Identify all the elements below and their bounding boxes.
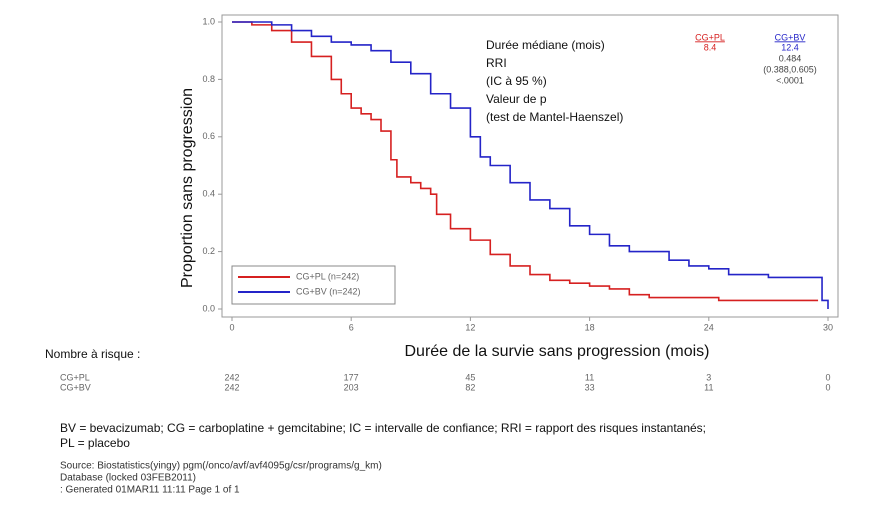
risk-label: Nombre à risque : <box>45 347 140 361</box>
source: Database (locked 03FEB2011) <box>60 473 196 484</box>
risk-value: 45 <box>465 372 475 382</box>
y-tick-label: 1.0 <box>202 16 215 26</box>
risk-value: 0 <box>825 382 830 392</box>
legend-label: CG+PL (n=242) <box>296 271 359 281</box>
legend <box>231 265 396 305</box>
y-tick-label: 0.4 <box>202 189 215 199</box>
stat-value: <.0001 <box>776 75 804 85</box>
source: : Generated 01MAR11 11:11 Page 1 of 1 <box>60 485 240 496</box>
annotation: RRI <box>486 56 507 70</box>
risk-value: 33 <box>585 382 595 392</box>
y-tick-label: 0.0 <box>202 303 215 313</box>
annotation: (IC à 95 %) <box>486 74 547 88</box>
x-tick-label: 12 <box>465 322 475 332</box>
annotation: Durée médiane (mois) <box>486 38 605 52</box>
risk-value: 0 <box>825 372 830 382</box>
source: Source: Biostatistics(yingy) pgm(/onco/a… <box>60 461 382 472</box>
x-tick-label: 24 <box>704 322 714 332</box>
y-tick-label: 0.6 <box>202 131 215 141</box>
risk-value: 242 <box>224 382 239 392</box>
risk-value: 11 <box>585 372 594 382</box>
risk-row-label: CG+BV <box>60 382 91 392</box>
survival-curve <box>232 21 819 302</box>
x-axis-label: Durée de la survie sans progression (moi… <box>404 343 709 360</box>
x-tick-label: 30 <box>823 322 833 332</box>
stat-header: CG+BV <box>775 32 806 42</box>
stat-header: CG+PL <box>695 32 725 42</box>
stat-value: (0.388,0.605) <box>763 64 817 74</box>
risk-row-label: CG+PL <box>60 372 90 382</box>
stat-value: 8.4 <box>704 42 717 52</box>
risk-value: 3 <box>706 372 711 382</box>
stat-value: 12.4 <box>781 42 799 52</box>
footnote: PL = placebo <box>60 436 130 450</box>
x-tick-label: 0 <box>229 322 234 332</box>
annotation: (test de Mantel-Haenszel) <box>486 110 623 124</box>
legend-label: CG+BV (n=242) <box>296 286 361 296</box>
x-tick-label: 6 <box>349 322 354 332</box>
y-tick-label: 0.2 <box>202 246 215 256</box>
footnote: BV = bevacizumab; CG = carboplatine + ge… <box>60 421 706 435</box>
y-axis-label: Proportion sans progression <box>179 88 196 288</box>
annotation: Valeur de p <box>486 92 547 106</box>
plot-frame <box>221 14 839 318</box>
y-tick-label: 0.8 <box>202 74 215 84</box>
x-tick-label: 18 <box>585 322 595 332</box>
risk-value: 82 <box>465 382 475 392</box>
risk-value: 11 <box>704 382 713 392</box>
risk-value: 177 <box>344 372 359 382</box>
survival-curve <box>232 21 829 309</box>
risk-value: 203 <box>344 382 359 392</box>
stat-value: 0.484 <box>779 53 802 63</box>
risk-value: 242 <box>224 372 239 382</box>
